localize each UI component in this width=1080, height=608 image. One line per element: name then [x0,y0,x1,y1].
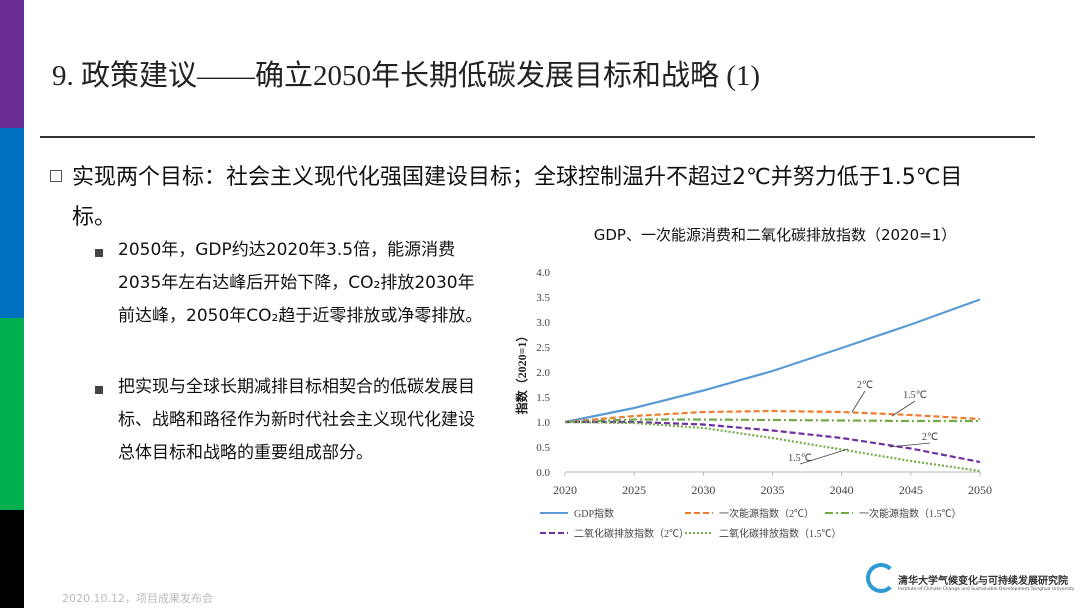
logo-en: Institute of Climate Change and Sustaina… [898,587,1075,592]
annotation: 1.5℃ [788,453,812,464]
bar-green [0,318,24,510]
series-line [564,420,981,473]
legend-label: 一次能源指数（2℃） [719,507,814,520]
logo-mark [866,563,896,593]
bullet [95,386,103,394]
annotation: 1.5℃ [903,390,927,401]
annotation: 2℃ [857,380,873,391]
main-bullet: 实现两个目标：社会主义现代化强国建设目标；全球控制温升不超过2℃并努力低于1.5… [72,165,963,230]
bullet [50,170,62,182]
annotation-arrow [891,400,916,417]
x-tick-label: 2030 [691,483,715,497]
x-tick-label: 2045 [899,483,923,497]
chart: GDP、一次能源消费和二氧化碳排放指数（2020=1） 指数（2020=1） 0… [514,226,992,540]
x-tick-label: 2025 [622,483,646,497]
x-tick-label: 2050 [968,483,992,497]
footer-date: 2020.10.12，项目成果发布会 [62,592,213,605]
series-line [565,420,981,464]
annotation-arrow [851,390,866,413]
legend-label: 一次能源指数（1.5℃） [859,507,962,520]
y-tick-label: 1.0 [536,417,550,429]
series-line [564,418,980,424]
x-tick-label: 2040 [830,483,854,497]
y-tick-label: 0.5 [536,442,550,454]
y-axis-label: 指数（2020=1） [514,330,529,415]
bar-purple [0,0,24,128]
sub-bullet: 2050年，GDP约达2020年3.5倍，能源消费2035年左右达峰后开始下降，… [118,240,483,326]
series-line [564,298,981,424]
bar-black [0,510,24,608]
y-tick-label: 1.5 [536,392,550,404]
y-tick-label: 4.0 [536,267,550,279]
legend-label: 二氧化碳排放指数（2℃） [574,527,689,540]
legend-label: GDP指数 [574,507,614,520]
bar-blue [0,128,24,318]
series-line [564,409,981,424]
bullet [95,249,103,257]
annotation-arrow [799,448,849,465]
x-tick-label: 2035 [761,483,785,497]
y-tick-label: 0.0 [536,467,550,479]
sub-bullet: 把实现与全球长期减排目标相契合的低碳发展目标、战略和路径作为新时代社会主义现代化… [118,377,475,463]
title-rule [40,136,1035,138]
legend-label: 二氧化碳排放指数（1.5℃） [719,527,842,540]
x-tick-label: 2020 [553,483,577,497]
y-tick-label: 2.5 [536,342,550,354]
chart-title: GDP、一次能源消费和二氧化碳排放指数（2020=1） [594,226,957,244]
y-tick-label: 3.5 [536,292,550,304]
y-tick-label: 3.0 [536,317,550,329]
logo-cn: 清华大学气候变化与可持续发展研究院 [898,576,1068,587]
y-tick-label: 2.0 [536,367,550,379]
slide-title: 9. 政策建议——确立2050年长期低碳发展目标和战略 (1) [52,60,761,92]
annotation-arrow [889,442,931,448]
annotation: 2℃ [922,432,938,443]
